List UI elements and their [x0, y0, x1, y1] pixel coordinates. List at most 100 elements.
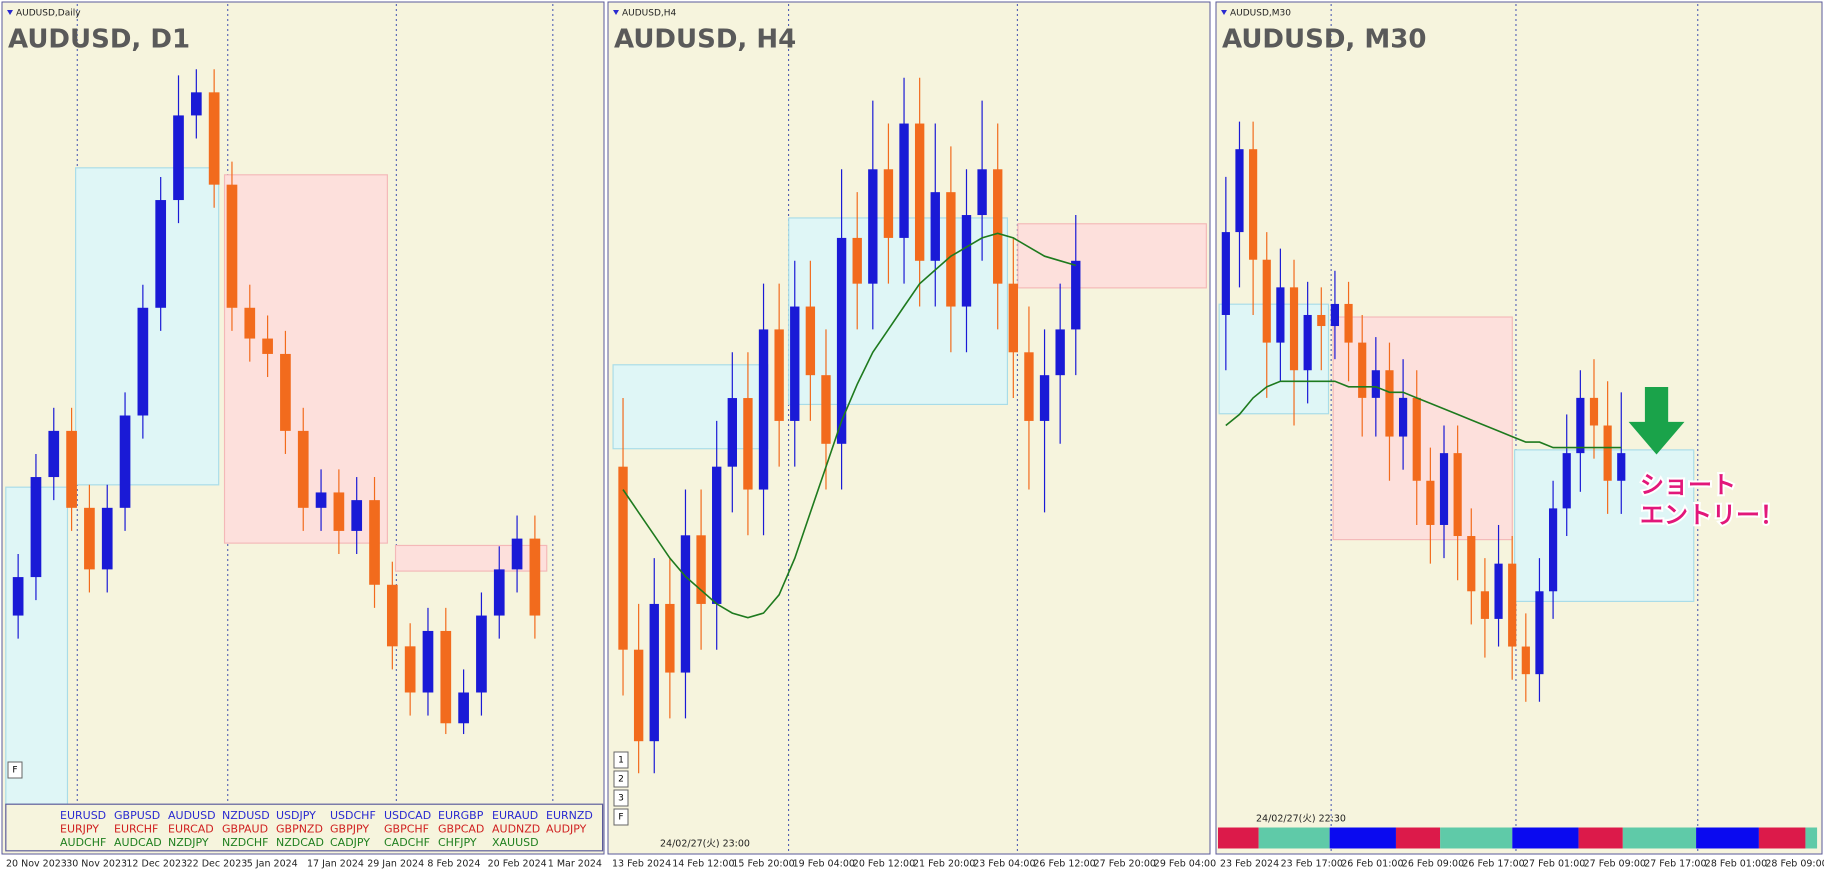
- candle-body: [1412, 397, 1421, 481]
- candle-body: [1249, 149, 1258, 260]
- chart-title: AUDUSD, M30: [1222, 25, 1426, 55]
- x-tick-label: 19 Feb 04:00: [793, 859, 855, 870]
- candle-body: [946, 192, 956, 307]
- candle-body: [774, 329, 784, 421]
- candle-body: [805, 306, 816, 376]
- candle-body: [1562, 453, 1571, 509]
- x-tick-label: 20 Feb 12:00: [853, 859, 915, 870]
- pair-link[interactable]: AUDCHF: [60, 836, 106, 849]
- candle-body: [493, 569, 505, 616]
- pair-link[interactable]: GBPUSD: [114, 809, 160, 822]
- candle-body: [1303, 314, 1312, 371]
- button-label: 3: [618, 794, 624, 804]
- pair-link[interactable]: GBPAUD: [222, 823, 268, 836]
- pair-link[interactable]: NZDCAD: [276, 836, 324, 849]
- pair-link[interactable]: CHFJPY: [438, 836, 477, 849]
- x-tick-label: 22 Dec 2023: [187, 859, 248, 870]
- dropdown-icon[interactable]: [613, 10, 619, 15]
- candle-body: [1399, 397, 1408, 437]
- bar-segment: [1258, 827, 1330, 849]
- symbol-label: AUDUSD,Daily: [16, 9, 81, 19]
- candle-body: [883, 169, 894, 238]
- pair-link[interactable]: NZDJPY: [168, 836, 209, 849]
- pair-link[interactable]: NZDUSD: [222, 809, 270, 822]
- candle-body: [868, 169, 878, 284]
- candle-body: [30, 477, 42, 578]
- timestamp: 24/02/27(火) 23:00: [660, 839, 750, 850]
- pair-link[interactable]: EURJPY: [60, 823, 99, 836]
- chart-button[interactable]: [613, 770, 629, 788]
- candle-body: [1439, 453, 1449, 525]
- candle-body: [190, 92, 202, 116]
- candle-body: [1576, 397, 1585, 454]
- chart-button[interactable]: [613, 808, 629, 826]
- candle-body: [961, 215, 972, 307]
- candle-body: [208, 92, 220, 185]
- pair-link[interactable]: GBPCHF: [384, 823, 429, 836]
- pair-link[interactable]: CADCHF: [384, 836, 430, 849]
- symbol-label: AUDUSD,M30: [1230, 9, 1291, 19]
- bar-segment: [1805, 827, 1818, 849]
- pair-link[interactable]: EURUSD: [60, 809, 106, 822]
- candle-body: [404, 646, 416, 693]
- candle-body: [790, 306, 800, 421]
- candle-body: [458, 692, 469, 724]
- button-label: 2: [618, 775, 624, 785]
- candle-body: [1371, 370, 1380, 398]
- pair-table: [5, 803, 604, 852]
- demand-zone: [75, 167, 220, 486]
- candle-body: [618, 466, 628, 650]
- candle-body: [48, 430, 60, 478]
- overlays: [5, 386, 1818, 852]
- pair-link[interactable]: AUDJPY: [546, 823, 587, 836]
- candle-body: [1008, 283, 1019, 353]
- timestamp: 24/02/27(火) 22:30: [1256, 814, 1346, 825]
- pair-link[interactable]: NZDCHF: [222, 836, 269, 849]
- pair-link[interactable]: EURCHF: [114, 823, 158, 836]
- pair-link[interactable]: USDCAD: [384, 809, 431, 822]
- pair-link[interactable]: EURGBP: [438, 809, 484, 822]
- pair-link[interactable]: USDCHF: [330, 809, 376, 822]
- candle-body: [1055, 329, 1065, 376]
- pair-link[interactable]: USDJPY: [276, 809, 316, 822]
- candle-body: [1603, 425, 1612, 481]
- pair-link[interactable]: GBPCAD: [438, 823, 484, 836]
- chart-button[interactable]: [7, 761, 23, 779]
- pair-link[interactable]: AUDUSD: [168, 809, 216, 822]
- chart-button[interactable]: [613, 789, 629, 807]
- pair-link[interactable]: EURCAD: [168, 823, 214, 836]
- x-tick-label: 23 Feb 17:00: [1281, 859, 1343, 870]
- pair-link[interactable]: EURAUD: [492, 809, 538, 822]
- annotation: ショート: [1640, 471, 1736, 499]
- bar-segment: [1395, 827, 1441, 849]
- candle-body: [1221, 232, 1230, 315]
- x-tick-label: 17 Jan 2024: [307, 859, 364, 870]
- candle-body: [137, 307, 149, 416]
- candle-body: [1358, 342, 1367, 398]
- button-label: F: [12, 766, 17, 776]
- pair-link[interactable]: AUDCAD: [114, 836, 162, 849]
- dropdown-icon[interactable]: [7, 10, 13, 15]
- x-tick-label: 26 Feb 01:00: [1341, 859, 1403, 870]
- chart-button[interactable]: [613, 751, 629, 769]
- demand-zone: [1218, 303, 1330, 415]
- candle-body: [351, 500, 363, 531]
- pair-link[interactable]: CADJPY: [330, 836, 370, 849]
- pair-link[interactable]: XAUUSD: [492, 836, 539, 849]
- candle-body: [315, 492, 327, 508]
- candle-body: [262, 338, 273, 354]
- candle-body: [977, 169, 987, 216]
- pair-link[interactable]: GBPJPY: [330, 823, 369, 836]
- candle-body: [386, 584, 398, 647]
- x-tick-label: 26 Feb 12:00: [1033, 859, 1095, 870]
- candle-body: [1024, 352, 1034, 421]
- candle-body: [1426, 480, 1435, 525]
- moving-average: [1225, 380, 1622, 449]
- pair-link[interactable]: AUDNZD: [492, 823, 540, 836]
- candle-body: [369, 500, 380, 585]
- pair-link[interactable]: EURNZD: [546, 809, 593, 822]
- candle-body: [226, 184, 238, 308]
- x-tick-label: 21 Feb 20:00: [913, 859, 975, 870]
- dropdown-icon[interactable]: [1221, 10, 1227, 15]
- pair-link[interactable]: GBPNZD: [276, 823, 323, 836]
